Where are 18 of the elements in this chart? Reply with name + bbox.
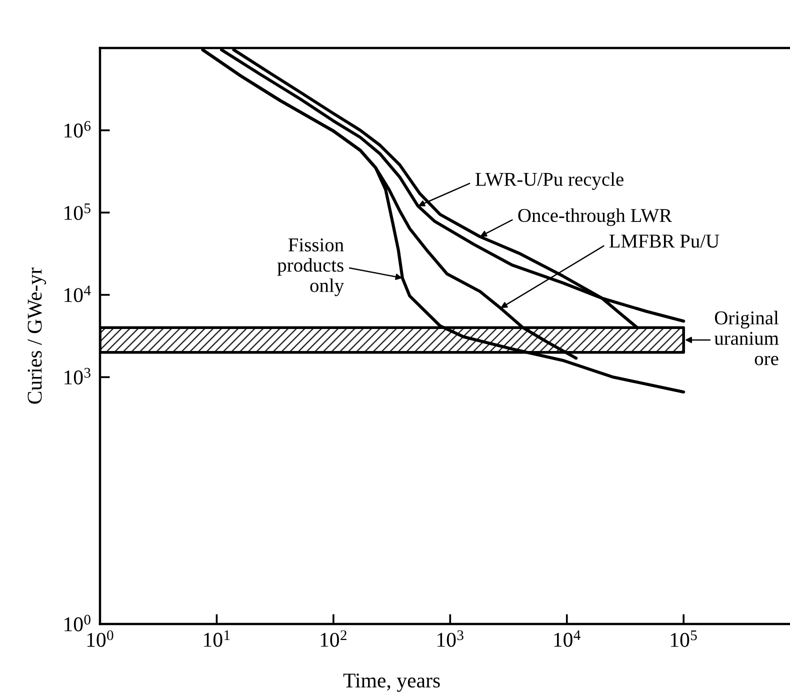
x-tick-label: 10$^{4}$ xyxy=(554,630,580,647)
annotation: Fission products only xyxy=(277,238,344,296)
y-tick-label: 10$^{6}$ xyxy=(64,121,91,138)
y-tick-label: 10$^{0}$ xyxy=(64,614,90,632)
annotation: Once-through LWR xyxy=(518,208,672,226)
y-tick-label: 10$^{5}$ xyxy=(64,204,90,220)
x-tick-label: 10$^{3}$ xyxy=(438,630,464,647)
x-tick-label: 10$^{0}$ xyxy=(87,630,114,647)
annotation: LMFBR Pu/U xyxy=(609,234,720,248)
annotation: LWR-U/Pu recycle xyxy=(475,172,624,190)
x-tick-label: 10$^{5}$ xyxy=(670,630,697,647)
x-axis-title: Time, years xyxy=(343,674,440,692)
x-tick-label: 10$^{2}$ xyxy=(320,630,346,647)
y-axis-title: Curies / GWe-yr xyxy=(28,268,46,404)
x-tick-label: 10$^{1}$ xyxy=(204,630,230,647)
y-tick-label: 10$^{3}$ xyxy=(64,368,90,384)
y-tick-label: 10$^{4}$ xyxy=(64,286,91,302)
band-label: Original uranium ore xyxy=(714,310,779,366)
